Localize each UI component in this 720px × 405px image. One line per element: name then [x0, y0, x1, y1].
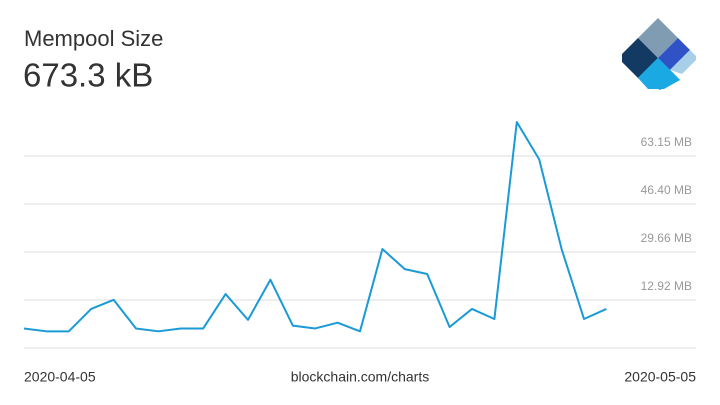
y-tick-label: 12.92 MB — [641, 279, 692, 293]
x-tick-label: 2020-05-05 — [624, 369, 696, 385]
y-tick-label: 63.15 MB — [641, 135, 692, 149]
data-line — [23, 121, 607, 333]
chart-title: Mempool Size — [24, 26, 163, 51]
current-value: 673.3 kB — [23, 57, 153, 94]
logo — [622, 18, 696, 90]
y-tick-label: 46.40 MB — [641, 183, 692, 197]
source: blockchain.com/charts — [291, 369, 430, 385]
y-tick-label: 29.66 MB — [641, 231, 692, 245]
x-tick-label: 2020-04-05 — [24, 369, 96, 385]
